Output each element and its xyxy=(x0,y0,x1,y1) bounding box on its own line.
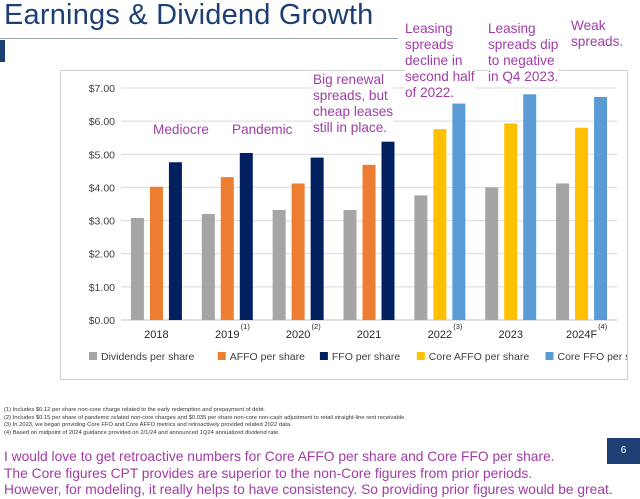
x-tick-label: 2019 xyxy=(215,329,239,341)
legend-label: FFO per share xyxy=(332,351,400,363)
footnote-4: (4) Based on midpoint of 2024 guidance p… xyxy=(4,429,280,436)
bar xyxy=(310,157,324,320)
x-tick-label: 2024F xyxy=(566,329,597,341)
y-tick-label: $6.00 xyxy=(89,116,115,128)
y-tick-label: $1.00 xyxy=(89,282,115,294)
x-tick-label: 2020 xyxy=(286,329,310,341)
title-divider xyxy=(0,38,398,39)
page-number: 6 xyxy=(607,438,640,464)
legend-swatch xyxy=(545,352,554,360)
footnote-marker: (2) xyxy=(312,322,322,331)
footnote-marker: (4) xyxy=(598,322,608,331)
bar xyxy=(272,209,286,320)
bar xyxy=(130,217,144,320)
bar xyxy=(452,103,466,320)
bar xyxy=(523,94,537,320)
footnote-2: (2) Includes $0.15 per share of pandemic… xyxy=(4,414,406,421)
bar xyxy=(201,213,215,320)
annotation-weak-spreads: Weak spreads. xyxy=(571,18,624,50)
x-tick-label: 2018 xyxy=(144,329,168,341)
bar xyxy=(594,96,608,320)
footnotes: (1) Includes $0.12 per share non-core ch… xyxy=(4,407,406,437)
footnote-1: (1) Includes $0.12 per share non-core ch… xyxy=(4,407,266,413)
legend-label: Dividends per share xyxy=(101,351,195,363)
y-tick-label: $3.00 xyxy=(89,216,115,228)
bar xyxy=(381,141,395,320)
footnote-marker: (3) xyxy=(453,322,463,331)
legend-swatch xyxy=(89,352,97,360)
legend-label: Core AFFO per share xyxy=(429,351,530,363)
bar xyxy=(485,187,499,320)
bar xyxy=(343,209,357,320)
bar xyxy=(291,183,305,320)
bar xyxy=(504,123,518,320)
x-tick-label: 2023 xyxy=(498,329,522,341)
footnote-3: (3) In 2023, we began providing Core FFO… xyxy=(4,422,292,429)
y-tick-label: $7.00 xyxy=(89,83,115,95)
bar xyxy=(220,177,234,320)
legend-label: Core FFO per share xyxy=(558,351,628,363)
y-tick-label: $5.00 xyxy=(89,149,115,161)
annotation-pandemic: Pandemic xyxy=(232,122,293,138)
comment-line-3: However, for modeling, it really helps t… xyxy=(4,482,613,498)
legend-swatch xyxy=(416,352,425,360)
x-tick-label: 2021 xyxy=(357,329,381,341)
annotation-renewal-spreads: Big renewal spreads, but cheap leases st… xyxy=(313,72,394,136)
footnote-marker: (1) xyxy=(241,322,251,331)
comment-line-1: I would love to get retroactive numbers … xyxy=(4,449,555,464)
annotation-leasing-2022: Leasing spreads decline in second half o… xyxy=(405,21,475,101)
y-tick-label: $2.00 xyxy=(89,249,115,261)
x-tick-label: 2022 xyxy=(428,329,452,341)
bar xyxy=(556,183,570,320)
bar xyxy=(575,127,589,320)
y-tick-label: $4.00 xyxy=(89,182,115,194)
title-accent-bar xyxy=(0,40,5,62)
bar xyxy=(433,129,447,320)
comment-line-2: The Core figures CPT provides are superi… xyxy=(4,465,533,481)
earnings-dividend-chart: $0.00 $1.00 $2.00 $3.00 $4.00 $5.00 $6.00 $7.00… xyxy=(89,83,628,363)
bar xyxy=(149,186,163,320)
annotation-leasing-2023: Leasing spreads dip to negative in Q4 20… xyxy=(488,21,559,85)
annotation-mediocre: Mediocre xyxy=(153,122,209,138)
y-tick-label: $0.00 xyxy=(89,315,115,327)
legend-swatch xyxy=(217,352,226,360)
legend-swatch xyxy=(319,352,328,360)
page-title: Earnings & Dividend Growth xyxy=(4,0,374,31)
bar xyxy=(362,164,376,320)
bar xyxy=(239,152,253,320)
bar xyxy=(414,195,428,320)
author-comment: I would love to get retroactive numbers … xyxy=(4,449,613,499)
bar xyxy=(168,162,182,320)
legend-label: AFFO per share xyxy=(230,351,305,363)
